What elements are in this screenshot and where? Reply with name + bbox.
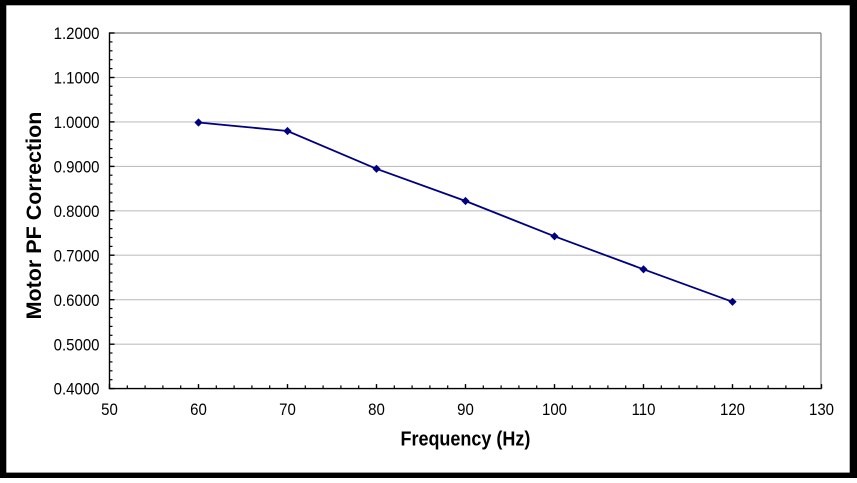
svg-text:60: 60 (190, 401, 207, 419)
svg-text:0.9000: 0.9000 (54, 159, 100, 177)
svg-text:0.7000: 0.7000 (54, 248, 100, 266)
svg-text:80: 80 (368, 401, 385, 419)
svg-text:1.2000: 1.2000 (54, 25, 100, 43)
svg-text:110: 110 (632, 401, 656, 419)
svg-text:120: 120 (720, 401, 745, 419)
svg-text:0.6000: 0.6000 (54, 292, 100, 310)
svg-text:130: 130 (809, 401, 834, 419)
svg-text:0.4000: 0.4000 (54, 381, 100, 399)
svg-text:70: 70 (279, 401, 296, 419)
svg-text:0.8000: 0.8000 (54, 203, 100, 221)
svg-text:1.0000: 1.0000 (54, 114, 100, 132)
svg-text:50: 50 (101, 401, 118, 419)
svg-text:100: 100 (542, 401, 567, 419)
svg-text:Frequency (Hz): Frequency (Hz) (400, 427, 530, 450)
svg-text:1.1000: 1.1000 (54, 70, 100, 88)
svg-text:0.5000: 0.5000 (54, 337, 100, 355)
svg-text:90: 90 (457, 401, 474, 419)
svg-text:Motor PF Correction: Motor PF Correction (22, 112, 46, 320)
